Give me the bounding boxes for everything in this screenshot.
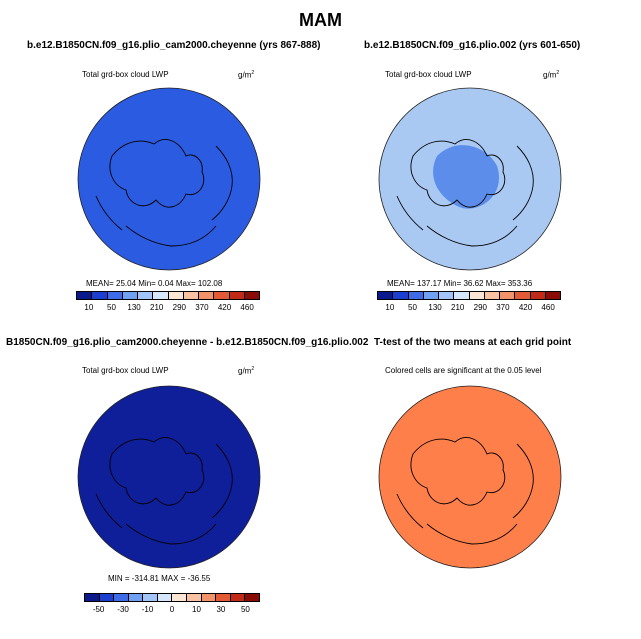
colorbar-tick-label: 50: [240, 605, 250, 614]
colorbar-swatch: [85, 594, 100, 601]
colorbar-swatch: [545, 292, 560, 299]
panel-1-stats: MEAN= 25.04 Min= 0.04 Max= 102.08: [86, 279, 223, 288]
colorbar-tick-label: 290: [473, 303, 487, 312]
colorbar-tick-label: 130: [428, 303, 442, 312]
colorbar-swatch: [500, 292, 516, 299]
colorbar-swatch: [107, 292, 123, 299]
panel-1-map: [77, 87, 261, 271]
colorbar-tick-label: 50: [107, 303, 116, 312]
colorbar-swatch: [153, 292, 169, 299]
panel-3-units: g/m2: [238, 366, 255, 376]
colorbar-tick-label: 420: [217, 303, 232, 312]
panel-2-stats: MEAN= 137.17 Min= 36.62 Max= 353.36: [387, 279, 533, 288]
colorbar-swatch: [515, 292, 531, 299]
panel-1-units: g/m2: [238, 70, 255, 80]
colorbar-swatch: [77, 292, 93, 299]
panel-2-title: b.e12.B1850CN.f09_g16.plio.002 (yrs 601-…: [364, 40, 581, 51]
panel-2-subtitle: Total grd-box cloud LWP: [385, 70, 472, 79]
panel-3-title: B1850CN.f09_g16.plio_cam2000.cheyenne - …: [6, 337, 369, 348]
colorbar-tick-label: 50: [408, 303, 417, 312]
colorbar-tick-label: 460: [240, 303, 254, 312]
colorbar-swatch: [423, 292, 439, 299]
colorbar-swatch: [168, 292, 184, 299]
colorbar-tick-label: 420: [518, 303, 533, 312]
colorbar-tick-label: 370: [195, 303, 209, 312]
colorbar-tick-label: 10: [385, 303, 395, 312]
colorbar-tick-label: 460: [541, 303, 555, 312]
colorbar-swatch: [183, 292, 199, 299]
panel-3-subtitle: Total grd-box cloud LWP: [82, 366, 169, 375]
colorbar-swatch: [199, 292, 215, 299]
panel-3-colorbar: [84, 593, 260, 602]
colorbar-swatch: [157, 594, 173, 601]
panel-1-title: b.e12.B1850CN.f09_g16.plio_cam2000.cheye…: [27, 40, 321, 51]
colorbar-tick-label: 130: [127, 303, 141, 312]
colorbar-swatch: [230, 594, 246, 601]
colorbar-swatch: [439, 292, 455, 299]
colorbar-swatch: [201, 594, 217, 601]
panel-3-map: [77, 385, 261, 569]
colorbar-swatch: [484, 292, 500, 299]
colorbar-swatch: [216, 594, 231, 601]
colorbar-swatch: [128, 594, 144, 601]
colorbar-tick-label: 210: [451, 303, 465, 312]
colorbar-swatch: [393, 292, 409, 299]
panel-2-map: [378, 87, 562, 271]
colorbar-tick-label: 370: [496, 303, 510, 312]
colorbar-swatch: [122, 292, 138, 299]
colorbar-swatch: [378, 292, 394, 299]
panel-1-map-disk: [77, 87, 261, 271]
colorbar-tick-label: 10: [84, 303, 94, 312]
colorbar-tick-label: -10: [141, 605, 154, 614]
colorbar-swatch: [114, 594, 129, 601]
colorbar-tick-label: 210: [150, 303, 164, 312]
colorbar-tick-label: 10: [192, 605, 201, 614]
panel-4-subtitle: Colored cells are significant at the 0.0…: [385, 366, 542, 375]
colorbar-tick-label: 30: [216, 605, 226, 614]
panel-1-colorbar-ticks: 10 50 130 210 290 370 420 460: [76, 303, 260, 313]
colorbar-swatch: [99, 594, 115, 601]
page-title: MAM: [299, 10, 342, 30]
colorbar-swatch: [454, 292, 470, 299]
colorbar-swatch: [245, 594, 259, 601]
panel-3-map-disk: [77, 385, 261, 569]
panel-2-colorbar: [377, 291, 561, 300]
colorbar-swatch: [530, 292, 546, 299]
panel-3-stats: MIN = -314.81 MAX = -36.55: [108, 574, 211, 583]
colorbar-tick-label: 0: [169, 605, 175, 614]
colorbar-tick-label: -30: [117, 605, 129, 614]
panel-4-title: T-test of the two means at each grid poi…: [374, 337, 572, 348]
colorbar-swatch: [143, 594, 158, 601]
colorbar-tick-label: 290: [172, 303, 186, 312]
colorbar-swatch: [408, 292, 424, 299]
panel-2-colorbar-ticks: 10 50 130 210 290 370 420 460: [377, 303, 561, 313]
colorbar-swatch: [244, 292, 259, 299]
panel-2-units: g/m2: [543, 70, 560, 80]
colorbar-swatch: [138, 292, 154, 299]
colorbar-swatch: [187, 594, 202, 601]
panel-4-map: [378, 385, 562, 569]
colorbar-tick-label: -50: [92, 605, 105, 614]
colorbar-swatch: [92, 292, 108, 299]
panel-4-map-disk: [378, 385, 562, 569]
colorbar-swatch: [172, 594, 188, 601]
colorbar-swatch: [229, 292, 245, 299]
colorbar-swatch: [214, 292, 230, 299]
panel-1-subtitle: Total grd-box cloud LWP: [82, 70, 169, 79]
panel-3-colorbar-ticks: -50 -30 -10 0 10 30 50: [84, 605, 260, 615]
panel-1-colorbar: [76, 291, 260, 300]
colorbar-swatch: [469, 292, 485, 299]
